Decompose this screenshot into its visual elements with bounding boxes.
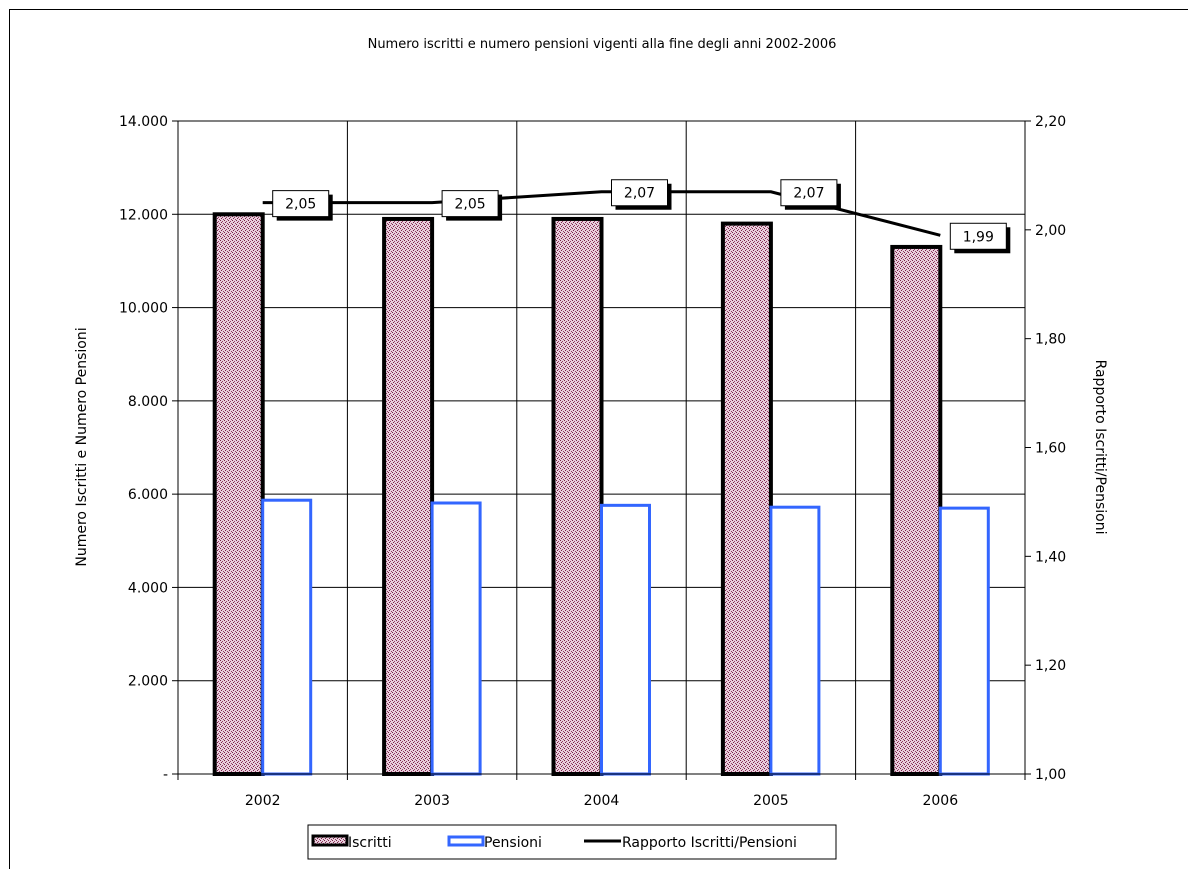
bar-iscritti <box>382 216 435 776</box>
ratio-label: 2,07 <box>624 186 655 202</box>
legend-swatch-pensioni <box>447 835 485 847</box>
x-tick-label: 2003 <box>414 793 450 809</box>
x-tick-label: 2006 <box>922 793 958 809</box>
axes: - 2.000 4.000 6.000 8.000 10.000 12.000 14.000 1… <box>119 114 1066 809</box>
ratio-label-box <box>780 179 838 207</box>
legend-box <box>307 824 837 860</box>
bars <box>212 212 990 777</box>
y-tick-label: 6.000 <box>128 487 168 503</box>
bar-iscritti <box>720 221 773 777</box>
y2-tick-label: 1,60 <box>1035 441 1066 457</box>
y2-tick-label: 1,40 <box>1035 549 1066 565</box>
ratio-label: 2,05 <box>285 197 316 213</box>
bar-pensioni <box>600 503 651 776</box>
ratio-label-box <box>949 222 1007 250</box>
bar-iscritti <box>890 244 943 776</box>
y2-tick-label: 1,80 <box>1035 332 1066 348</box>
x-tick-label: 2004 <box>584 793 620 809</box>
ratio-label-box <box>611 179 668 207</box>
bar-iscritti <box>212 212 265 777</box>
x-tick-label: 2002 <box>245 793 281 809</box>
x-tick-label: 2005 <box>753 793 789 809</box>
y2-axis-label: Rapporto Iscritti/Pensioni <box>1092 360 1108 535</box>
y-tick-label: 2.000 <box>128 674 168 690</box>
y2-tick-label: 1,20 <box>1035 658 1066 674</box>
y2-tick-label: 2,00 <box>1035 223 1066 239</box>
y2-tick-label: 2,20 <box>1035 114 1066 130</box>
bar-iscritti <box>551 216 604 776</box>
ratio-line-group: 2,05 2,05 2,07 2,07 1,99 <box>262 179 1011 254</box>
legend-swatch-iscritti <box>311 834 349 847</box>
bar-pensioni <box>261 498 313 776</box>
bar-pensioni <box>938 506 990 776</box>
y-axis-label: Numero Iscritti e Numero Pensioni <box>74 327 90 566</box>
legend-label-iscritti: Iscritti <box>348 835 392 851</box>
y2-tick-label: 1,00 <box>1035 767 1066 783</box>
ratio-label: 1,99 <box>963 229 994 245</box>
y-tick-label: - <box>163 767 168 783</box>
chart-title: Numero iscritti e numero pensioni vigent… <box>368 37 837 52</box>
y-tick-label: 8.000 <box>128 394 168 410</box>
legend: Iscritti Pensioni Rapporto Iscritti/Pens… <box>307 824 837 860</box>
ratio-label-box <box>272 190 330 218</box>
y-tick-label: 10.000 <box>119 301 168 317</box>
bar-pensioni <box>769 505 821 776</box>
legend-label-pensioni: Pensioni <box>484 835 542 851</box>
ratio-label-box <box>441 190 499 218</box>
y-tick-label: 4.000 <box>128 580 168 596</box>
bar-pensioni <box>430 501 482 776</box>
chart-frame <box>9 9 1188 869</box>
ratio-label: 2,05 <box>455 197 486 213</box>
ratio-label: 2,07 <box>793 186 824 202</box>
y-tick-label: 12.000 <box>119 207 168 223</box>
legend-label-rapporto: Rapporto Iscritti/Pensioni <box>622 835 797 851</box>
y-tick-label: 14.000 <box>119 114 168 130</box>
